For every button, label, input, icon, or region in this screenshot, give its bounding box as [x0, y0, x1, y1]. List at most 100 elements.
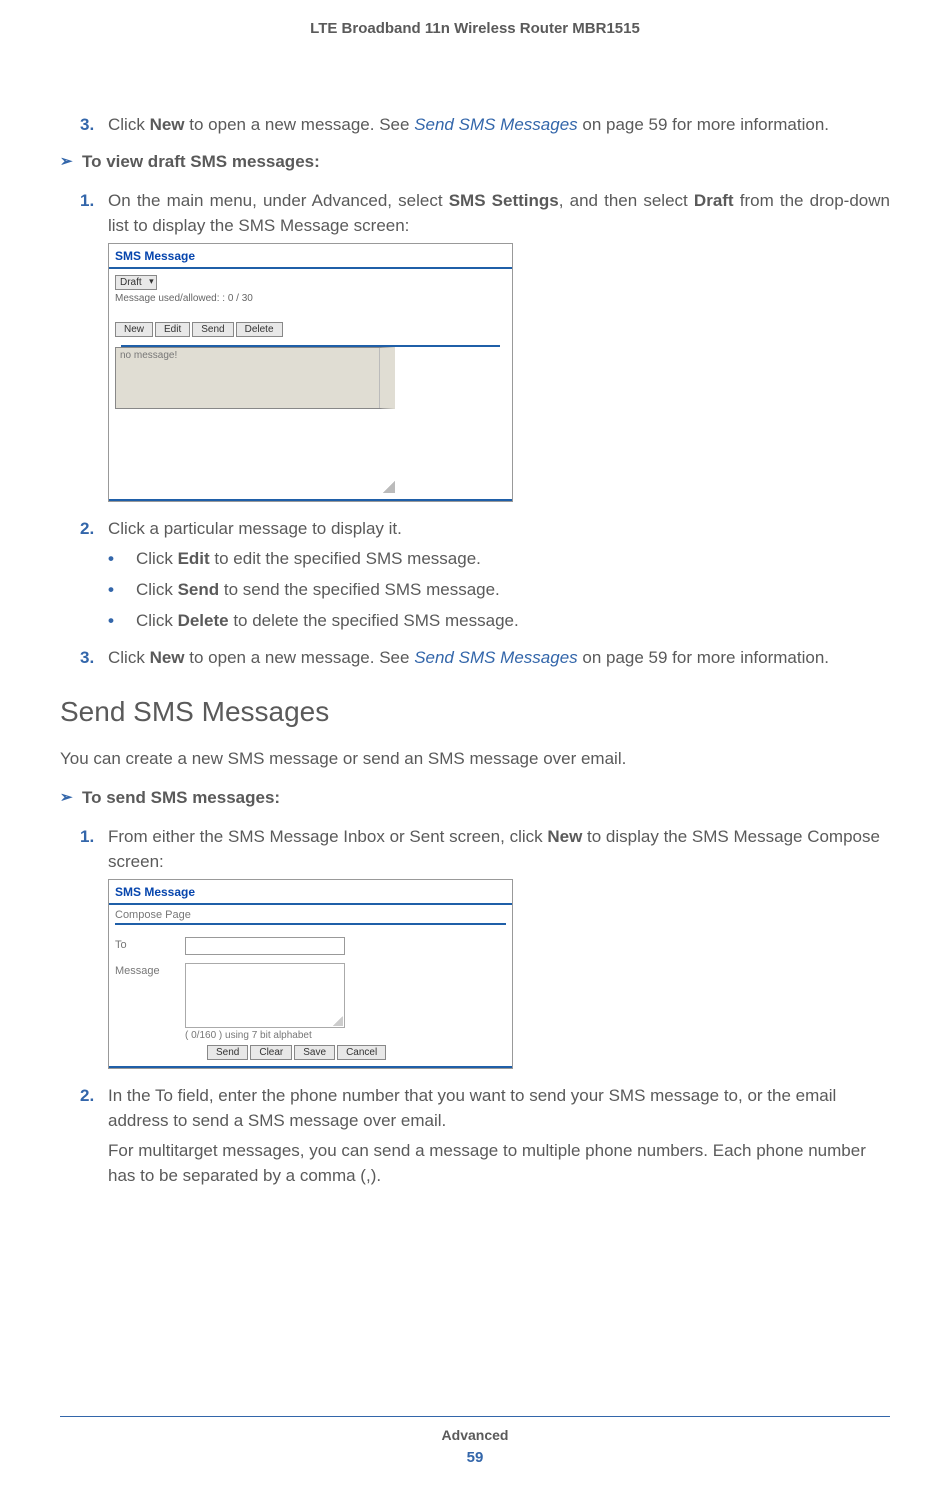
arrow-icon: ➢	[60, 152, 82, 172]
text-pre: Click	[136, 580, 178, 599]
step-number: 3.	[80, 645, 108, 671]
bold-new: New	[547, 827, 582, 846]
bullet-text: Click Send to send the specified SMS mes…	[136, 576, 890, 603]
no-message-text: no message!	[120, 350, 177, 361]
footer-section-name: Advanced	[0, 1427, 950, 1443]
bold-edit: Edit	[178, 549, 210, 568]
bold-new: New	[150, 115, 185, 134]
bullet-icon: •	[108, 576, 136, 603]
bullet-icon: •	[108, 607, 136, 634]
step-number: 2.	[80, 516, 108, 542]
message-preview-area	[115, 413, 395, 493]
heading-send: ➢ To send SMS messages:	[60, 788, 890, 808]
bold-new: New	[150, 648, 185, 667]
step-number: 1.	[80, 824, 108, 875]
text-pre: On the main menu, under Advanced, select	[108, 191, 449, 210]
footer-page-number: 59	[0, 1449, 950, 1466]
content-region: 3. Click New to open a new message. See …	[60, 112, 890, 1189]
text-mid: , and then select	[559, 191, 694, 210]
text-post: on page 59 for more information.	[578, 648, 829, 667]
compose-button-row: SendClearSaveCancel	[109, 1045, 512, 1060]
to-field-row: To	[109, 933, 512, 959]
text-pre: Click	[108, 115, 150, 134]
bullet-edit: • Click Edit to edit the specified SMS m…	[108, 545, 890, 572]
text-post: to send the specified SMS message.	[219, 580, 500, 599]
shot-title: SMS Message	[109, 880, 512, 905]
to-label: To	[115, 937, 185, 951]
dropdown-row: Draft	[115, 275, 506, 290]
text-pre: From either the SMS Message Inbox or Sen…	[108, 827, 547, 846]
bullet-text: Click Edit to edit the specified SMS mes…	[136, 545, 890, 572]
button-row: NewEditSendDelete	[115, 322, 506, 337]
text-post: on page 59 for more information.	[578, 115, 829, 134]
text-mid: to open a new message. See	[185, 115, 415, 134]
message-label: Message	[115, 963, 185, 977]
bullet-send: • Click Send to send the specified SMS m…	[108, 576, 890, 603]
screenshot-sms-draft: SMS Message Draft Message used/allowed: …	[108, 243, 513, 502]
step-number: 1.	[80, 188, 108, 239]
dropdown-draft[interactable]: Draft	[115, 275, 157, 290]
page-header: LTE Broadband 11n Wireless Router MBR151…	[60, 20, 890, 37]
shot-body: Draft Message used/allowed: : 0 / 30 New…	[109, 269, 512, 499]
scroll-down-icon[interactable]: ▾	[381, 395, 394, 408]
bullet-icon: •	[108, 545, 136, 572]
bold-draft: Draft	[694, 191, 734, 210]
send-step-1: 1. From either the SMS Message Inbox or …	[80, 824, 890, 875]
send-button[interactable]: Send	[192, 322, 233, 337]
bold-sms-settings: SMS Settings	[449, 191, 559, 210]
heading-text: To send SMS messages:	[82, 788, 280, 808]
new-button[interactable]: New	[115, 322, 153, 337]
bold-delete: Delete	[178, 611, 229, 630]
step-text: Click New to open a new message. See Sen…	[108, 645, 890, 671]
draft-step-3: 3. Click New to open a new message. See …	[80, 645, 890, 671]
delete-button[interactable]: Delete	[236, 322, 283, 337]
message-textarea[interactable]	[185, 963, 345, 1028]
screenshot-sms-compose: SMS Message Compose Page To Message ( 0/…	[108, 879, 513, 1069]
step-number: 2.	[80, 1083, 108, 1134]
step-text: Click New to open a new message. See Sen…	[108, 112, 890, 138]
clear-button[interactable]: Clear	[250, 1045, 292, 1060]
separator-bottom	[109, 1066, 512, 1068]
send-button[interactable]: Send	[207, 1045, 248, 1060]
heading-draft: ➢ To view draft SMS messages:	[60, 152, 890, 172]
char-counter: ( 0/160 ) using 7 bit alphabet	[109, 1030, 512, 1041]
draft-step-2: 2. Click a particular message to display…	[80, 516, 890, 542]
heading-text: To view draft SMS messages:	[82, 152, 320, 172]
section-intro-para: You can create a new SMS message or send…	[60, 746, 890, 772]
compose-page-label: Compose Page	[109, 905, 512, 923]
separator	[115, 923, 506, 925]
step-text: In the To field, enter the phone number …	[108, 1083, 890, 1134]
to-input[interactable]	[185, 937, 345, 955]
step-number: 3.	[80, 112, 108, 138]
separator-bottom	[109, 499, 512, 501]
text-pre: Click	[136, 549, 178, 568]
bullet-delete: • Click Delete to delete the specified S…	[108, 607, 890, 634]
scroll-up-icon[interactable]: ▴	[381, 348, 394, 361]
text-post: to delete the specified SMS message.	[229, 611, 519, 630]
edit-button[interactable]: Edit	[155, 322, 190, 337]
page-footer: Advanced 59	[0, 1416, 950, 1466]
step-text: From either the SMS Message Inbox or Sen…	[108, 824, 890, 875]
shot-title: SMS Message	[109, 244, 512, 269]
send-step-2: 2. In the To field, enter the phone numb…	[80, 1083, 890, 1134]
draft-step-1: 1. On the main menu, under Advanced, sel…	[80, 188, 890, 239]
message-list-area[interactable]: no message! ▴ ▾	[115, 347, 395, 409]
text-mid: to open a new message. See	[185, 648, 415, 667]
footer-divider	[60, 1416, 890, 1417]
section-heading-send-sms: Send SMS Messages	[60, 696, 890, 728]
step-text: On the main menu, under Advanced, select…	[108, 188, 890, 239]
send-step-2-cont: For multitarget messages, you can send a…	[108, 1138, 890, 1189]
bullet-text: Click Delete to delete the specified SMS…	[136, 607, 890, 634]
cancel-button[interactable]: Cancel	[337, 1045, 386, 1060]
link-send-sms[interactable]: Send SMS Messages	[414, 115, 577, 134]
resize-grip-icon[interactable]	[383, 481, 395, 493]
text-post: to edit the specified SMS message.	[210, 549, 481, 568]
text-pre: Click	[108, 648, 150, 667]
bold-send: Send	[178, 580, 220, 599]
message-field-row: Message	[109, 959, 512, 1032]
msg-counter: Message used/allowed: : 0 / 30	[115, 293, 506, 304]
step-text: Click a particular message to display it…	[108, 516, 890, 542]
save-button[interactable]: Save	[294, 1045, 335, 1060]
text-pre: Click	[136, 611, 178, 630]
link-send-sms[interactable]: Send SMS Messages	[414, 648, 577, 667]
